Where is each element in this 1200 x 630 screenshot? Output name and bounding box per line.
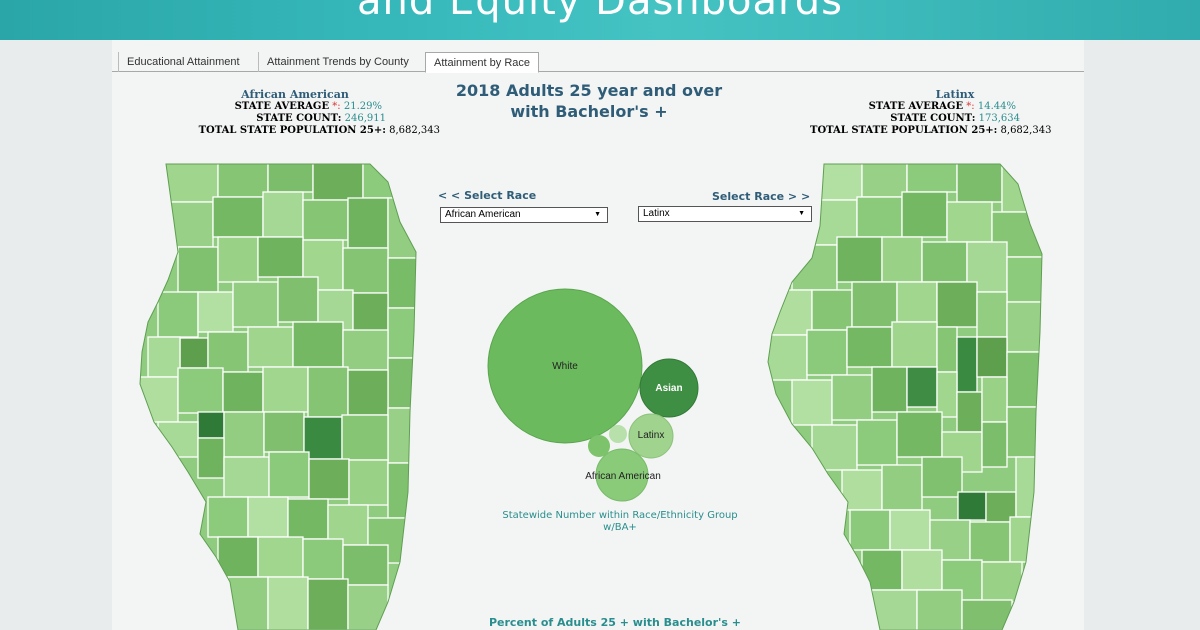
left-state-count-label: STATE COUNT: [256, 113, 342, 124]
right-select-race-label: Select Race > > [712, 190, 811, 203]
left-illinois-county-map[interactable] [138, 162, 418, 630]
left-stats: African American STATE AVERAGE *: 21.29%… [190, 89, 440, 137]
left-total-pop-label: TOTAL STATE POPULATION 25+: [198, 125, 386, 136]
bubble-chart-caption: Statewide Number within Race/Ethnicity G… [502, 510, 738, 533]
right-total-pop-label: TOTAL STATE POPULATION 25+: [810, 125, 998, 136]
tab-bar: Educational Attainment Attainment Trends… [112, 52, 1084, 73]
right-race-dropdown-value: Latinx [643, 208, 670, 219]
right-state-count: STATE COUNT: 173,634 [810, 113, 1020, 125]
header-title: and Equity Dashboards [356, 0, 844, 24]
page-title: 2018 Adults 25 year and over with Bachel… [430, 80, 748, 122]
left-state-count-value: 246,911 [344, 113, 386, 124]
left-select-race-label: < < Select Race [438, 189, 537, 202]
tab-attainment-trends-by-county[interactable]: Attainment Trends by County [258, 52, 417, 72]
left-asterisk: *: [332, 101, 341, 112]
page-title-line2: with Bachelor's + [510, 102, 668, 121]
right-total-pop-value: 8,682,343 [1000, 125, 1052, 136]
map-section-title: Percent of Adults 25 + with Bachelor's + [488, 616, 741, 629]
bubble-label-asian: Asian [655, 383, 682, 394]
right-chevron-down-icon: ▼ [798, 210, 805, 217]
left-race-dropdown-value: African American [445, 209, 521, 220]
right-state-count-label: STATE COUNT: [890, 113, 976, 124]
right-race-name: Latinx [935, 88, 975, 101]
race-bubble-chart: White Asian Latinx African American [487, 288, 699, 502]
bubble-label-african-american: African American [585, 471, 661, 482]
right-state-count-value: 173,634 [978, 113, 1020, 124]
tab-attainment-by-race[interactable]: Attainment by Race [425, 52, 539, 73]
left-state-count: STATE COUNT: 246,911 [190, 113, 386, 125]
bubble-asian[interactable] [639, 358, 699, 418]
left-race-name: African American [241, 88, 349, 101]
left-state-average: STATE AVERAGE *: 21.29% [190, 101, 382, 113]
right-state-average: STATE AVERAGE *: 14.44% [810, 101, 1016, 113]
left-chevron-down-icon: ▼ [594, 211, 601, 218]
right-total-pop: TOTAL STATE POPULATION 25+: 8,682,343 [810, 125, 1052, 137]
tab-educational-attainment[interactable]: Educational Attainment [118, 52, 248, 72]
right-race-dropdown[interactable]: Latinx ▼ [638, 206, 812, 222]
left-total-pop-value: 8,682,343 [389, 125, 440, 136]
left-total-pop: TOTAL STATE POPULATION 25+: 8,682,343 [190, 125, 440, 137]
header-banner: and Equity Dashboards [0, 0, 1200, 40]
bubble-other-2[interactable] [609, 425, 627, 443]
left-state-average-label: STATE AVERAGE [234, 101, 330, 112]
right-illinois-county-map[interactable] [762, 162, 1044, 630]
right-stats: Latinx STATE AVERAGE *: 14.44% STATE COU… [810, 89, 1060, 137]
left-state-average-value: 21.29% [343, 101, 382, 112]
bubble-label-latinx: Latinx [638, 430, 665, 441]
bubble-other-1[interactable] [588, 435, 610, 457]
right-asterisk: *: [966, 101, 975, 112]
right-state-average-label: STATE AVERAGE [868, 101, 964, 112]
bubble-latinx[interactable] [628, 413, 674, 459]
right-state-average-value: 14.44% [977, 101, 1016, 112]
page-title-line1: 2018 Adults 25 year and over [455, 81, 723, 100]
left-race-dropdown[interactable]: African American ▼ [440, 207, 608, 223]
bubble-label-white: White [552, 361, 578, 372]
bubble-white[interactable] [487, 288, 643, 444]
bubble-african-american[interactable] [595, 448, 649, 502]
